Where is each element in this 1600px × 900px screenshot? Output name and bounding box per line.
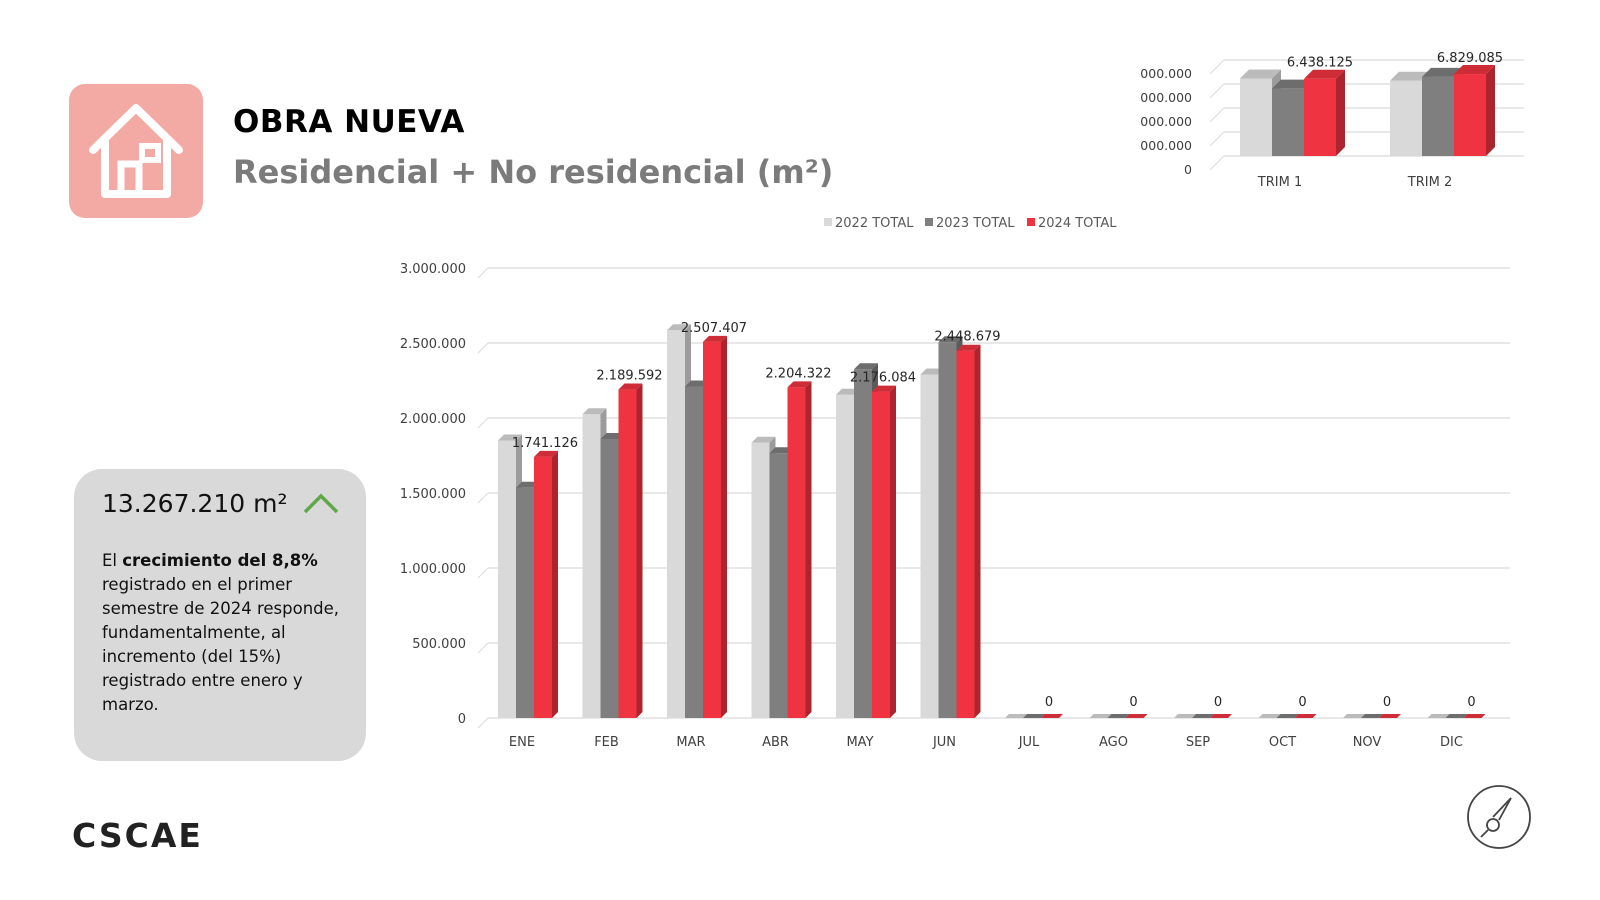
summary-highlight: crecimiento del 8,8% — [122, 551, 318, 570]
y-tick-label: 500.000 — [412, 637, 466, 652]
compass-icon — [1467, 785, 1531, 849]
trim-bar-1-2024 — [1304, 69, 1345, 156]
chevron-up-icon — [303, 493, 339, 514]
x-tick-label: FEB — [594, 735, 619, 750]
y-tick-label: 2.000.000 — [1140, 138, 1192, 153]
x-tick-label: DIC — [1440, 735, 1463, 750]
legend-label-2023: 2023 TOTAL — [936, 216, 1015, 231]
gridline-depth — [477, 342, 489, 354]
x-tick-label: ABR — [762, 735, 789, 750]
summary-text-1: El — [102, 551, 123, 570]
gridline-depth — [1209, 83, 1225, 99]
page-title: OBRA NUEVA — [233, 104, 465, 140]
bar-abr-2024 — [787, 381, 812, 718]
gridline-depth — [477, 267, 489, 279]
data-label: 2.204.322 — [765, 366, 831, 381]
bar-nov-2024 — [1379, 714, 1401, 718]
data-label: 6.438.125 — [1287, 56, 1353, 71]
x-tick-label: MAR — [676, 735, 705, 750]
x-tick-label: MAY — [846, 735, 873, 750]
y-tick-label: 3.000.000 — [400, 262, 466, 277]
bar-oct-2023 — [1276, 714, 1299, 718]
bar-may-2024 — [872, 385, 896, 718]
monthly-chart: 2022 TOTAL 2023 TOTAL 2024 TOTAL 0 500.000 1.… — [400, 216, 1510, 750]
legend-swatch-2022 — [824, 218, 832, 226]
gridline-depth — [477, 717, 489, 729]
y-tick-label: 6.000.000 — [1140, 90, 1192, 105]
page-subtitle: Residencial + No residencial (m²) — [233, 153, 834, 191]
x-tick-label: NOV — [1353, 735, 1382, 750]
data-label: 2.448.679 — [934, 330, 1000, 345]
bar-dic-2024 — [1463, 714, 1486, 718]
gridline-depth — [1209, 59, 1225, 75]
bar-sep-2024 — [1210, 714, 1232, 718]
bar-nov-2023 — [1361, 714, 1383, 718]
summary-card: 13.267.210 m² El crecimiento del 8,8% re… — [74, 469, 366, 761]
trim-bar-2-2024 — [1454, 65, 1495, 156]
data-label: 0 — [1298, 695, 1306, 710]
data-label: 1.741.126 — [512, 436, 578, 451]
kpi-value: 13.267.210 m² — [102, 489, 288, 518]
legend-swatch-2023 — [925, 218, 933, 226]
bar-jul-2023 — [1023, 714, 1045, 718]
gridline-depth — [1209, 107, 1225, 123]
bar-ago-2024 — [1125, 714, 1148, 718]
category-tile — [69, 84, 203, 218]
gridline-depth — [1209, 131, 1225, 147]
gridline-depth — [477, 417, 489, 429]
house-icon — [89, 104, 183, 198]
y-tick-label: 2.500.000 — [400, 337, 466, 352]
bar-jul-2024 — [1041, 714, 1063, 718]
x-tick-label: SEP — [1186, 735, 1210, 750]
data-label: 2.176.084 — [850, 371, 916, 386]
bar-mar-2024 — [703, 335, 727, 718]
bar-dic-2023 — [1445, 714, 1468, 718]
bar-sep-2023 — [1192, 714, 1214, 718]
quarterly-chart: 0 2.000.000 4.000.000 6.000.000 8.000.000 TRI… — [1140, 51, 1524, 190]
data-label: 2.189.592 — [596, 369, 662, 384]
bar-jun-2024 — [956, 344, 981, 718]
y-tick-label: 1.500.000 — [400, 487, 466, 502]
bar-dic-2022 — [1427, 714, 1450, 718]
y-tick-label: 8.000.000 — [1140, 66, 1192, 81]
y-tick-label: 4.000.000 — [1140, 114, 1192, 129]
x-tick-label: AGO — [1099, 735, 1128, 750]
data-label: 0 — [1045, 695, 1053, 710]
x-tick-label: ENE — [509, 735, 535, 750]
bar-ago-2023 — [1107, 714, 1130, 718]
bar-sep-2022 — [1174, 714, 1196, 718]
y-tick-label: 2.000.000 — [400, 412, 466, 427]
x-tick-label: OCT — [1269, 735, 1296, 750]
summary-text: El crecimiento del 8,8% registrado en el… — [102, 549, 354, 717]
y-tick-label: 1.000.000 — [400, 562, 466, 577]
y-tick-label: 0 — [458, 712, 466, 727]
brand-logo: CSCAE — [72, 816, 203, 855]
y-tick-label: 0 — [1184, 162, 1192, 177]
bar-jul-2022 — [1005, 714, 1027, 718]
x-tick-label: JUN — [932, 735, 956, 750]
legend-swatch-2024 — [1027, 218, 1035, 226]
legend-label-2024: 2024 TOTAL — [1038, 216, 1117, 231]
gridline-depth — [1209, 155, 1225, 171]
gridline-depth — [477, 642, 489, 654]
x-tick-label: TRIM 2 — [1407, 175, 1452, 190]
x-tick-label: JUL — [1018, 735, 1040, 750]
data-label: 0 — [1214, 695, 1222, 710]
legend-label-2022: 2022 TOTAL — [835, 216, 914, 231]
data-label: 0 — [1129, 695, 1137, 710]
bar-nov-2022 — [1343, 714, 1365, 718]
data-label: 0 — [1467, 695, 1475, 710]
x-tick-label: TRIM 1 — [1257, 175, 1302, 190]
bar-ene-2024 — [534, 450, 558, 718]
bar-oct-2024 — [1294, 714, 1317, 718]
gridline-depth — [477, 492, 489, 504]
bar-feb-2024 — [618, 383, 643, 718]
summary-text-2: registrado en el primer semestre de 2024… — [102, 575, 340, 714]
bar-oct-2022 — [1258, 714, 1281, 718]
bar-ago-2022 — [1089, 714, 1112, 718]
gridline-depth — [477, 567, 489, 579]
data-label: 6.829.085 — [1437, 51, 1503, 66]
data-label: 0 — [1383, 695, 1391, 710]
data-label: 2.507.407 — [681, 321, 747, 336]
